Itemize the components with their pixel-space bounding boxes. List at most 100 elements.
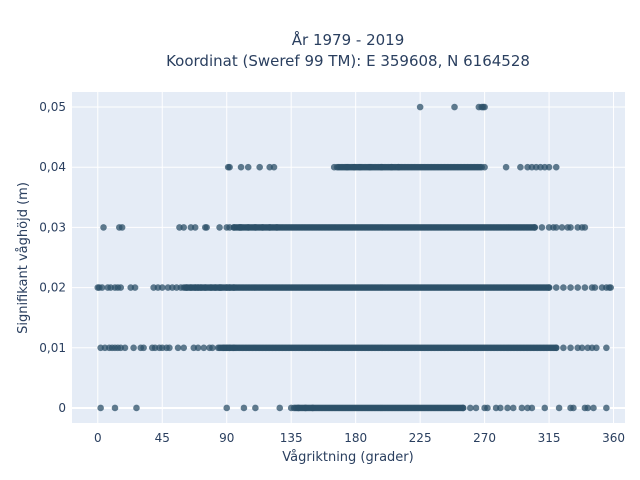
scatter-point xyxy=(578,344,586,352)
scatter-point xyxy=(497,404,504,412)
scatter-point xyxy=(180,344,188,352)
scatter-point xyxy=(133,404,140,412)
scatter-point xyxy=(194,344,202,352)
scatter-point xyxy=(567,284,574,291)
scatter-point xyxy=(552,344,560,352)
scatter-point xyxy=(244,163,252,171)
scatter-point xyxy=(451,103,458,111)
plot-background xyxy=(72,92,625,423)
scatter-point xyxy=(541,404,549,412)
scatter-point xyxy=(174,344,182,352)
x-tick-label: 270 xyxy=(473,431,496,445)
scatter-point xyxy=(121,344,129,352)
scatter-point xyxy=(388,163,395,171)
scatter-point xyxy=(237,163,245,171)
scatter-point xyxy=(295,404,302,412)
scatter-point xyxy=(570,404,577,412)
y-tick-labels: 0 0,01 0,02 0,03 0,04 0,05 xyxy=(39,100,66,415)
scatter-point xyxy=(256,163,263,171)
scatter-point xyxy=(191,224,199,231)
scatter-point xyxy=(333,163,341,171)
scatter-point xyxy=(117,284,125,291)
y-tick-label: 0,03 xyxy=(39,220,66,234)
scatter-point xyxy=(459,404,467,412)
scatter-point xyxy=(276,404,284,412)
scatter-point xyxy=(252,404,259,412)
x-tick-label: 315 xyxy=(538,431,561,445)
scatter-point xyxy=(259,224,266,231)
scatter-point xyxy=(270,163,278,171)
scatter-point xyxy=(502,163,510,171)
scatter-point xyxy=(481,103,488,111)
scatter-point xyxy=(100,224,107,231)
scatter-point xyxy=(603,404,610,412)
scatter-point xyxy=(593,344,600,352)
scatter-point xyxy=(574,284,582,291)
scatter-point xyxy=(177,284,185,291)
scatter-point xyxy=(416,103,424,111)
scatter-point xyxy=(266,224,274,231)
scatter-point xyxy=(166,344,173,352)
scatter-point xyxy=(466,404,474,412)
scatter-point xyxy=(252,224,259,231)
chart-title-line2: Koordinat (Sweref 99 TM): E 359608, N 61… xyxy=(166,52,530,70)
scatter-point xyxy=(226,163,233,171)
y-axis-label: Signifikant våghöjd (m) xyxy=(16,182,31,334)
scatter-point xyxy=(223,404,231,412)
scatter-point xyxy=(230,344,238,352)
scatter-points xyxy=(94,103,614,412)
y-tick-label: 0,05 xyxy=(39,100,66,114)
x-tick-label: 225 xyxy=(409,431,432,445)
scatter-point xyxy=(590,404,597,412)
scatter-point xyxy=(581,224,589,231)
scatter-point xyxy=(545,163,553,171)
scatter-point xyxy=(560,284,567,291)
scatter-point xyxy=(158,284,166,291)
x-tick-label: 0 xyxy=(94,431,102,445)
y-tick-label: 0,01 xyxy=(39,341,66,355)
scatter-point xyxy=(230,224,238,231)
scatter-point xyxy=(309,404,316,412)
scatter-point xyxy=(98,284,106,291)
x-tick-labels: 0 45 90 135 180 225 270 315 360 xyxy=(94,431,625,445)
scatter-point xyxy=(200,344,208,352)
scatter-point xyxy=(584,404,592,412)
scatter-point xyxy=(217,284,225,291)
scatter-point xyxy=(555,404,563,412)
scatter-point xyxy=(581,284,589,291)
scatter-point xyxy=(591,284,599,291)
scatter-point xyxy=(180,224,188,231)
scatter-point xyxy=(531,224,539,231)
scatter-point xyxy=(509,404,517,412)
scatter-point xyxy=(472,404,480,412)
chart-title-line1: År 1979 - 2019 xyxy=(292,30,405,49)
y-tick-label: 0,02 xyxy=(39,281,66,295)
scatter-point xyxy=(517,163,524,171)
scatter-point xyxy=(518,404,526,412)
y-tick-label: 0 xyxy=(58,401,66,415)
scatter-point xyxy=(395,163,402,171)
x-tick-label: 360 xyxy=(602,431,625,445)
x-tick-label: 45 xyxy=(155,431,170,445)
scatter-point xyxy=(343,163,351,171)
scatter-point xyxy=(552,163,560,171)
scatter-point xyxy=(567,344,574,352)
scatter-point xyxy=(214,344,222,352)
scatter-point xyxy=(560,344,567,352)
scatter-point xyxy=(130,344,137,352)
scatter-point xyxy=(350,163,358,171)
scatter-point xyxy=(97,404,104,412)
y-tick-label: 0,04 xyxy=(39,160,66,174)
scatter-point xyxy=(131,284,139,291)
scatter-point xyxy=(244,224,252,231)
x-axis-label: Vågriktning (grader) xyxy=(282,450,413,465)
scatter-point xyxy=(273,224,281,231)
scatter-point xyxy=(237,224,245,231)
scatter-point xyxy=(118,224,126,231)
x-tick-label: 135 xyxy=(280,431,303,445)
scatter-point xyxy=(378,163,385,171)
scatter-point xyxy=(366,163,374,171)
scatter-point xyxy=(203,224,210,231)
scatter-point xyxy=(484,404,491,412)
scatter-point xyxy=(545,284,553,291)
